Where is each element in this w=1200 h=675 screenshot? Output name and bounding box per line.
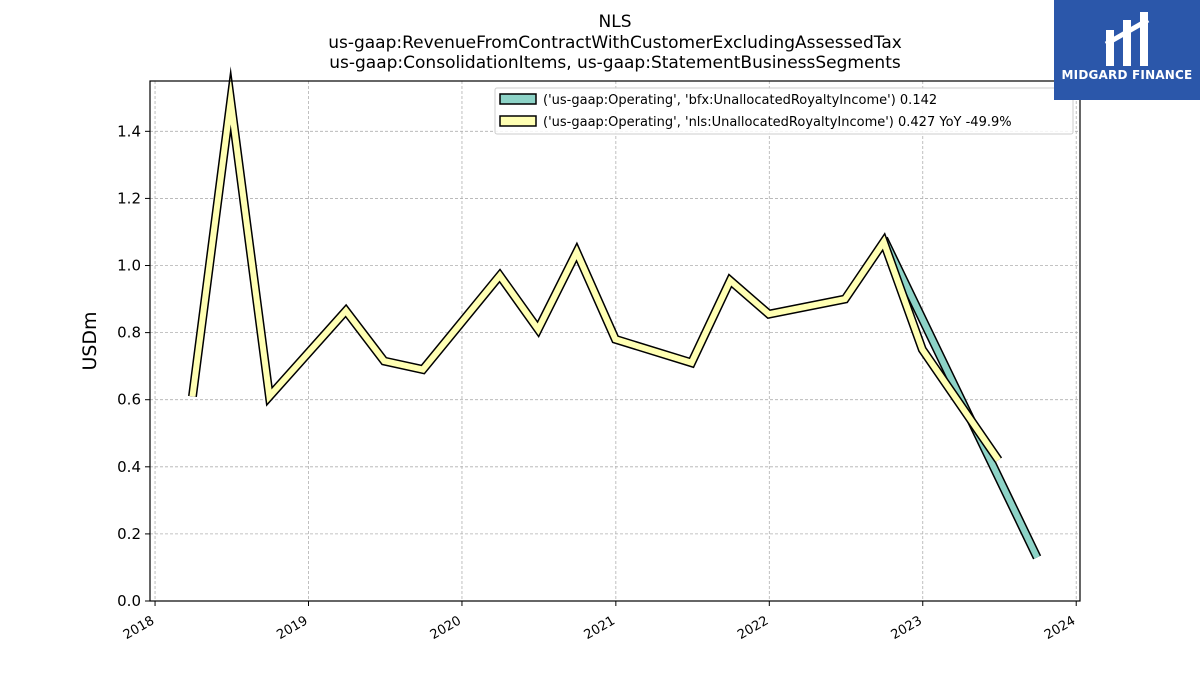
legend-box	[494, 87, 1074, 135]
y-axis-label: USDm	[79, 311, 101, 370]
logo-text: MIDGARD FINANCE	[1061, 68, 1193, 82]
chart-title: NLS us-gaap:RevenueFromContractWithCusto…	[328, 12, 902, 73]
legend-swatch-nls	[499, 115, 537, 127]
y-axis: 0.0 0.2 0.4 0.6 0.8 1.0 1.2 1.4	[117, 122, 150, 610]
legend: ('us-gaap:Operating', 'bfx:UnallocatedRo…	[494, 87, 1074, 135]
x-axis: 2018 2019 2020 2021 2022 2023 2024	[121, 601, 1078, 643]
midgard-finance-logo: MIDGARD FINANCE	[1054, 0, 1200, 100]
x-tick-label: 2021	[582, 613, 618, 643]
y-tick-label: 0.2	[117, 525, 141, 543]
series-layer	[188, 66, 1042, 560]
y-tick-label: 0.4	[117, 458, 141, 476]
y-tick-label: 0.6	[117, 391, 141, 409]
y-tick-label: 0.0	[117, 592, 141, 610]
chart-title-axes: us-gaap:ConsolidationItems, us-gaap:Stat…	[329, 53, 901, 73]
chart-title-ticker: NLS	[599, 12, 632, 32]
y-tick-label: 1.2	[117, 189, 141, 207]
x-tick-label: 2018	[121, 613, 157, 643]
x-tick-label: 2019	[274, 613, 310, 643]
logo-mark-icon	[1104, 12, 1150, 66]
x-tick-label: 2022	[735, 613, 771, 643]
x-tick-label: 2020	[428, 613, 464, 643]
x-tick-label: 2024	[1042, 613, 1078, 643]
y-tick-label: 0.8	[117, 324, 141, 342]
legend-entry-nls: ('us-gaap:Operating', 'nls:UnallocatedRo…	[543, 115, 1012, 130]
plot-frame	[149, 80, 1081, 602]
legend-entry-bfx: ('us-gaap:Operating', 'bfx:UnallocatedRo…	[543, 93, 937, 108]
x-tick-label: 2023	[889, 613, 925, 643]
y-tick-label: 1.4	[117, 122, 141, 140]
series-outline-1	[188, 66, 1003, 463]
y-tick-label: 1.0	[117, 257, 141, 275]
series-line-1	[189, 77, 1001, 462]
legend-swatch-bfx	[499, 93, 537, 105]
chart-title-concept: us-gaap:RevenueFromContractWithCustomerE…	[328, 33, 902, 53]
